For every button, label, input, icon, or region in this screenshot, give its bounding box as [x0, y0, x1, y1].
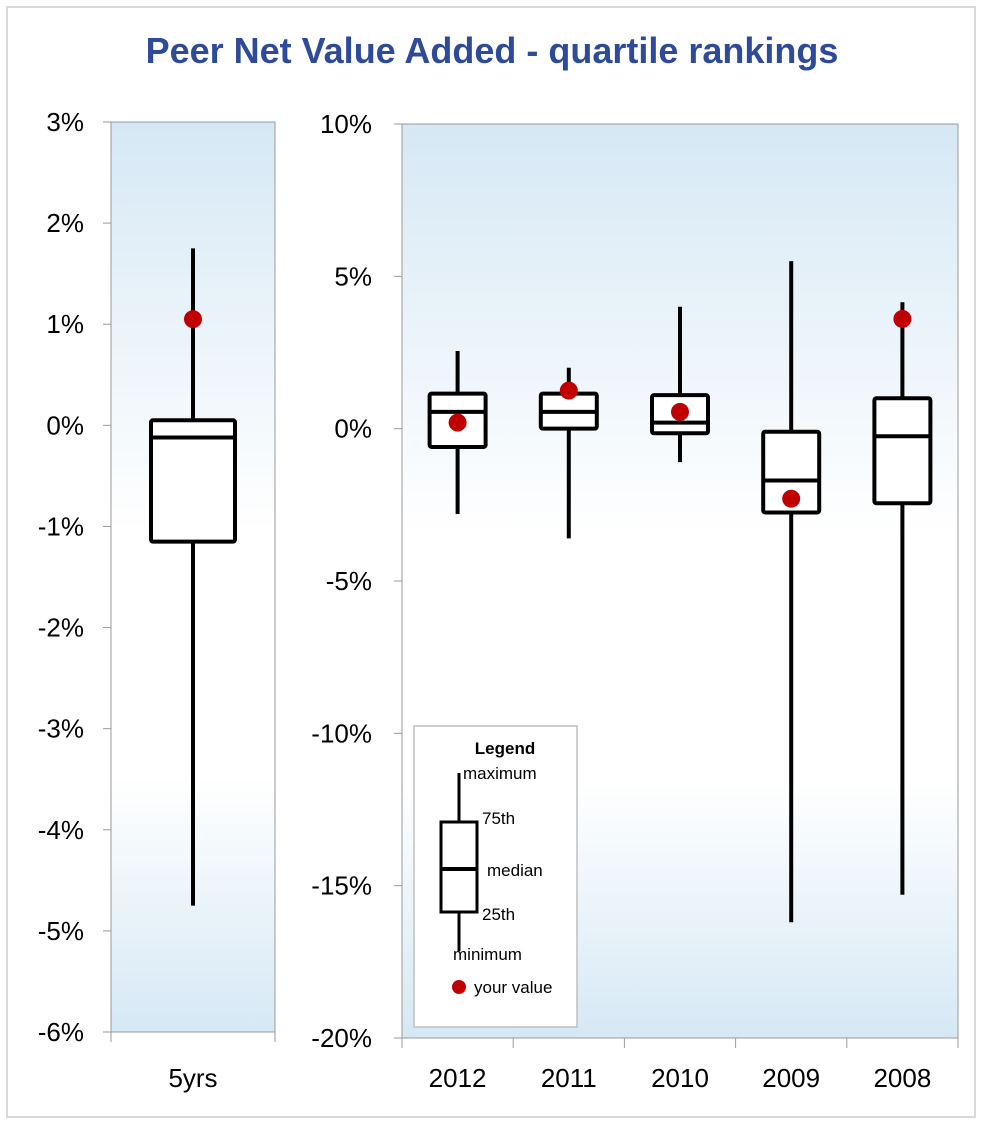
value-marker-2010 — [671, 402, 689, 421]
legend-value-label: your value — [474, 978, 552, 997]
legend-median-label: median — [487, 861, 543, 880]
value-marker-2008 — [893, 309, 912, 328]
y-tick-label: -20% — [311, 1023, 372, 1053]
y-tick-label: 10% — [320, 109, 372, 139]
value-marker-2009 — [782, 489, 801, 508]
y-tick-label: 0% — [46, 410, 84, 440]
y-tick-label: -5% — [326, 566, 372, 596]
legend-minimum-label: minimum — [453, 945, 522, 964]
value-marker-2011 — [559, 381, 578, 400]
chart-frame — [6, 6, 976, 1118]
plot-panels: 3% 2% 1% 0% -1% -2% -3% -4% -5% -6% 5yrs 10% 5% 0% -5%… — [38, 107, 959, 1093]
y-tick-label: -2% — [38, 613, 84, 643]
legend: Legend maximum 75th median 25th minimum … — [413, 725, 578, 1028]
y-tick-label: 0% — [334, 414, 372, 444]
x-category-label: 2010 — [651, 1063, 709, 1093]
x-category-label: 2012 — [429, 1063, 487, 1093]
y-tick-label: -4% — [38, 815, 84, 845]
plot-panel-left: 3% 2% 1% 0% -1% -2% -3% -4% -5% -6% 5yrs — [38, 107, 276, 1093]
y-tick-label: -6% — [38, 1017, 84, 1047]
legend-title: Legend — [475, 739, 535, 758]
y-tick-label: -3% — [38, 714, 84, 744]
y-tick-label: -15% — [311, 871, 372, 901]
value-marker-5yrs — [184, 310, 202, 329]
y-tick-label: 3% — [46, 107, 84, 137]
chart-title: Peer Net Value Added - quartile rankings — [145, 30, 839, 71]
box-5yrs — [149, 418, 237, 544]
x-category-label: 2008 — [873, 1063, 931, 1093]
x-category-label: 2009 — [762, 1063, 820, 1093]
legend-75th-label: 75th — [482, 809, 515, 828]
y-tick-label: -1% — [38, 511, 84, 541]
x-category-label: 5yrs — [168, 1063, 217, 1093]
plot-panel-right: 10% 5% 0% -5% -10% -15% -20% 2012 2011 2010 2009 20… — [311, 109, 959, 1093]
y-tick-label: 5% — [334, 261, 372, 291]
legend-25th-label: 25th — [482, 905, 515, 924]
y-tick-label: 1% — [46, 309, 84, 339]
box-2008 — [872, 396, 933, 506]
box-2009 — [761, 429, 822, 515]
value-marker-2012 — [448, 413, 467, 432]
y-tick-label: 2% — [46, 208, 84, 238]
legend-maximum-label: maximum — [463, 764, 537, 783]
y-tick-label: -5% — [38, 916, 84, 946]
y-tick-label: -10% — [311, 718, 372, 748]
legend-marker — [452, 980, 466, 994]
x-category-label: 2011 — [541, 1063, 597, 1093]
